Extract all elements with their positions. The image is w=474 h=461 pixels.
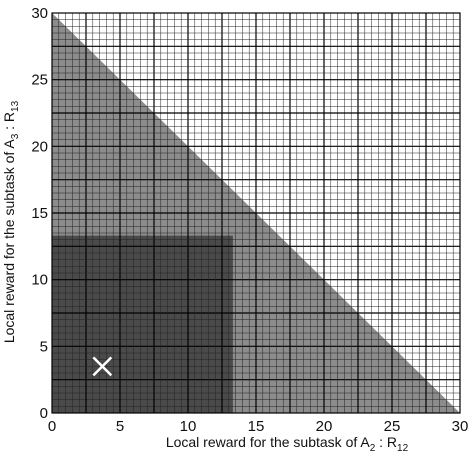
x-tick-labels: 0 5 10 15 20 25 30 xyxy=(48,418,469,435)
plot-frame xyxy=(51,12,461,414)
y-tick-label: 20 xyxy=(31,138,48,155)
x-axis-label-sub2: 12 xyxy=(397,443,409,454)
x-tick-label: 15 xyxy=(248,418,265,435)
y-tick-label: 10 xyxy=(31,272,48,289)
x-axis-label-mid: : R xyxy=(375,434,397,450)
y-axis-label-main: Local reward for the subtask of A xyxy=(1,139,17,344)
x-tick-label: 5 xyxy=(116,418,124,435)
x-axis-label: Local reward for the subtask of A2 : R12 xyxy=(166,434,409,454)
region-inner xyxy=(52,235,233,413)
marker xyxy=(92,356,113,377)
y-axis-label: Local reward for the subtask of A3 : R13 xyxy=(1,100,21,343)
x-tick-label: 20 xyxy=(316,418,333,435)
y-axis-label-mid: : R xyxy=(1,112,17,134)
y-tick-label: 30 xyxy=(31,5,48,22)
y-tick-label: 25 xyxy=(31,72,48,89)
x-tick-label: 10 xyxy=(180,418,197,435)
y-tick-labels: 0 5 10 15 20 25 30 xyxy=(31,5,48,422)
x-tick-label: 25 xyxy=(384,418,401,435)
marker-x-stroke-2 xyxy=(92,356,113,377)
y-axis-label-sub: 3 xyxy=(10,133,21,139)
grid-lines xyxy=(52,13,460,413)
y-tick-label: 0 xyxy=(40,405,48,422)
x-tick-label: 0 xyxy=(48,418,56,435)
x-axis-label-sub: 2 xyxy=(370,443,376,454)
x-axis-label-main: Local reward for the subtask of A xyxy=(166,434,371,450)
y-tick-label: 5 xyxy=(40,338,48,355)
y-axis-label-sub2: 13 xyxy=(10,100,21,112)
y-tick-label: 15 xyxy=(31,205,48,222)
x-tick-label: 30 xyxy=(452,418,469,435)
